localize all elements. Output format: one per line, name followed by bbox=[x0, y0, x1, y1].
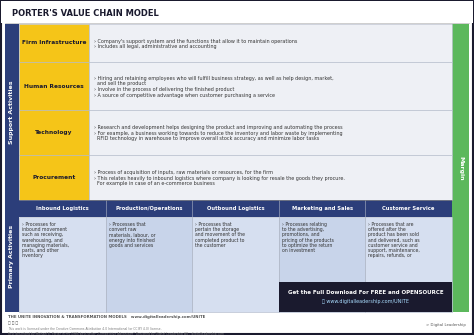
Text: Human Resources: Human Resources bbox=[24, 83, 84, 88]
Bar bbox=[19, 62, 89, 110]
Text: to the advertising,: to the advertising, bbox=[282, 227, 324, 232]
Text: THE UNITE INNOVATION & TRANSFORMATION MODELS   www.digitalleadership.com/UNITE: THE UNITE INNOVATION & TRANSFORMATION MO… bbox=[8, 315, 205, 319]
Bar bbox=[279, 217, 365, 312]
Text: For example in case of an e-commerce business: For example in case of an e-commerce bus… bbox=[94, 181, 215, 186]
Text: and movement of the: and movement of the bbox=[195, 232, 245, 238]
Text: managing materials,: managing materials, bbox=[22, 243, 69, 248]
Text: Customer Service: Customer Service bbox=[383, 206, 435, 211]
Text: Get the Full Download For FREE and OPENSOURCE: Get the Full Download For FREE and OPENS… bbox=[288, 290, 443, 295]
Text: › Processes relating: › Processes relating bbox=[282, 222, 327, 227]
Text: RFID technology in warehouse to improve overall stock accuracy and minimize labo: RFID technology in warehouse to improve … bbox=[94, 136, 319, 141]
Text: and sell the product: and sell the product bbox=[94, 81, 146, 86]
Bar bbox=[19, 155, 89, 200]
Bar bbox=[89, 24, 452, 62]
Text: support, maintenance,: support, maintenance, bbox=[368, 248, 420, 253]
Bar bbox=[279, 282, 452, 312]
Text: inventory: inventory bbox=[22, 253, 44, 258]
Text: › Company's support system and the functions that allow it to maintain operation: › Company's support system and the funct… bbox=[94, 39, 297, 44]
Text: PORTER'S VALUE CHAIN MODEL: PORTER'S VALUE CHAIN MODEL bbox=[12, 9, 159, 18]
Text: materials, labour, or: materials, labour, or bbox=[109, 232, 155, 238]
Text: parts, and other: parts, and other bbox=[22, 248, 59, 253]
Bar bbox=[452, 24, 469, 312]
Text: ⓘ www.digitalleadership.com/UNITE: ⓘ www.digitalleadership.com/UNITE bbox=[322, 299, 409, 305]
Bar bbox=[192, 217, 279, 312]
Text: › Processes that: › Processes that bbox=[109, 222, 145, 227]
Text: to optimize the return: to optimize the return bbox=[282, 243, 332, 248]
Bar bbox=[89, 110, 452, 155]
Text: › Processes that are: › Processes that are bbox=[368, 222, 414, 227]
Text: such as receiving,: such as receiving, bbox=[22, 232, 63, 238]
Text: energy into finished: energy into finished bbox=[109, 238, 155, 243]
Text: Procurement: Procurement bbox=[32, 175, 76, 180]
Text: › Includes all legal, administrative and accounting: › Includes all legal, administrative and… bbox=[94, 44, 217, 49]
Text: pertain the storage: pertain the storage bbox=[195, 227, 239, 232]
Bar bbox=[89, 62, 452, 110]
Text: Inbound Logistics: Inbound Logistics bbox=[36, 206, 89, 211]
Text: on investment: on investment bbox=[282, 248, 315, 253]
Bar bbox=[19, 24, 89, 62]
Bar bbox=[19, 200, 452, 217]
Text: ⓞ ⓞ ⓞ: ⓞ ⓞ ⓞ bbox=[8, 321, 18, 325]
Bar bbox=[1, 1, 473, 23]
Bar bbox=[19, 217, 106, 312]
Text: › Research and development helps designing the product and improving and automat: › Research and development helps designi… bbox=[94, 125, 343, 130]
Text: repairs, refunds, or: repairs, refunds, or bbox=[368, 253, 412, 258]
Bar bbox=[5, 200, 19, 312]
Bar bbox=[19, 110, 89, 155]
Text: Primary Activities: Primary Activities bbox=[9, 224, 15, 287]
Text: and delivered, such as: and delivered, such as bbox=[368, 238, 420, 243]
Text: customer service and: customer service and bbox=[368, 243, 418, 248]
Text: > Digital Leadership: > Digital Leadership bbox=[426, 323, 466, 327]
Text: › For example, a business working towards to reduce the inventory and labor wast: › For example, a business working toward… bbox=[94, 131, 343, 136]
Text: › This relates heavily to inbound logistics where company is looking for resale : › This relates heavily to inbound logist… bbox=[94, 176, 345, 181]
Text: Support Activities: Support Activities bbox=[9, 80, 15, 144]
Text: convert raw: convert raw bbox=[109, 227, 136, 232]
Text: promotions, and: promotions, and bbox=[282, 232, 319, 238]
Text: Marketing and Sales: Marketing and Sales bbox=[292, 206, 353, 211]
Text: › Processes that: › Processes that bbox=[195, 222, 232, 227]
Text: This work is licensed under the Creative Commons Attribution 4.0 International (: This work is licensed under the Creative… bbox=[8, 327, 224, 335]
Bar bbox=[106, 217, 192, 312]
Text: Technology: Technology bbox=[35, 130, 73, 135]
Bar bbox=[89, 155, 452, 200]
Bar bbox=[365, 217, 452, 312]
Text: Outbound Logistics: Outbound Logistics bbox=[207, 206, 264, 211]
Text: the customer: the customer bbox=[195, 243, 226, 248]
Text: inbound movement: inbound movement bbox=[22, 227, 67, 232]
Text: › Process of acquisition of inputs, raw materials or resources, for the firm: › Process of acquisition of inputs, raw … bbox=[94, 170, 273, 175]
Text: warehousing, and: warehousing, and bbox=[22, 238, 63, 243]
Bar bbox=[5, 24, 19, 200]
Text: Margin: Margin bbox=[458, 156, 463, 180]
Text: completed product to: completed product to bbox=[195, 238, 245, 243]
Text: Firm Infrastructure: Firm Infrastructure bbox=[22, 41, 86, 46]
Text: › Involve in the process of delivering the finished product: › Involve in the process of delivering t… bbox=[94, 87, 234, 92]
Text: offered after the: offered after the bbox=[368, 227, 406, 232]
Text: › Processes for: › Processes for bbox=[22, 222, 56, 227]
Text: › A source of competitive advantage when customer purchasing a service: › A source of competitive advantage when… bbox=[94, 92, 275, 97]
Text: Production/Operations: Production/Operations bbox=[115, 206, 182, 211]
Text: goods and services: goods and services bbox=[109, 243, 153, 248]
Text: › Hiring and retaining employees who will fulfill business strategy, as well as : › Hiring and retaining employees who wil… bbox=[94, 76, 334, 81]
Text: product has been sold: product has been sold bbox=[368, 232, 419, 238]
Text: pricing of the products: pricing of the products bbox=[282, 238, 334, 243]
